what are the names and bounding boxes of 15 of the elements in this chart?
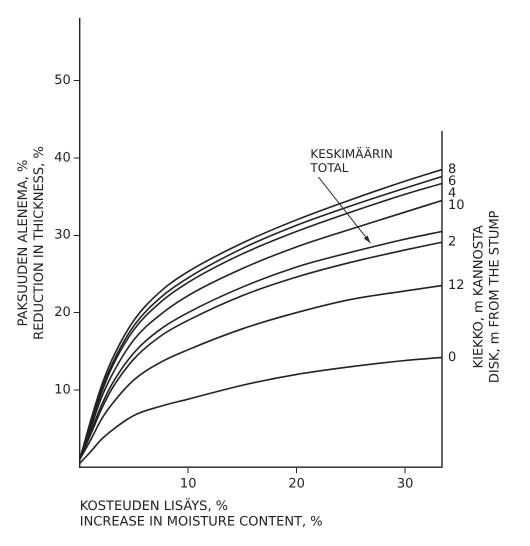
y-tick-label: 40: [54, 150, 71, 166]
x-tick-label: 20: [288, 476, 305, 492]
series-label: 12: [448, 278, 465, 293]
annotation: KESKIMÄÄRIN TOTAL: [309, 147, 393, 175]
y-tick-label: 50: [54, 73, 71, 88]
y-axis-title: PAKSUUDEN ALENEMA, % REDUCTION IN THICKNESS, %: [16, 146, 47, 340]
y-tick-label: 30: [54, 228, 71, 243]
series-label: 0: [448, 350, 456, 365]
series-label: 2: [448, 234, 456, 250]
legend-title: KIEKKO, m KANNOSTA DISK, m FROM THE STUMP: [471, 210, 502, 384]
x-tick-label: 10: [180, 476, 196, 492]
x-axis-title: KOSTEUDEN LISÄYS, % INCREASE IN MOISTURE CONTENT, %: [80, 498, 323, 530]
x-tick-label: 30: [396, 476, 414, 492]
y-tick-label: 20: [54, 304, 71, 320]
y-tick-label: 10: [54, 382, 71, 398]
